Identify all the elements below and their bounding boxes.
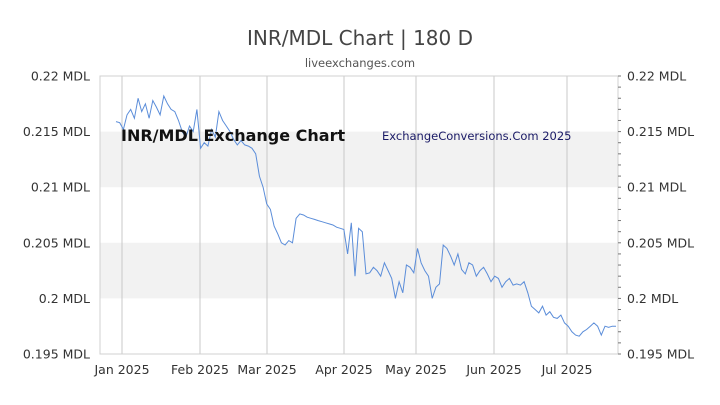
y-tick-label-right: 0.215 MDL <box>627 124 694 139</box>
x-tick-label: Apr 2025 <box>315 362 372 377</box>
y-tick-label-right: 0.2 MDL <box>627 291 678 306</box>
chart-watermark: ExchangeConversions.Com 2025 <box>382 129 572 143</box>
y-tick-label-left: 0.22 MDL <box>31 69 90 84</box>
y-axis-right: 0.22 MDL 0.215 MDL 0.21 MDL 0.205 MDL 0.2 MD… <box>618 69 694 362</box>
x-tick-label: Mar 2025 <box>237 362 296 377</box>
plot-border <box>99 75 619 355</box>
y-tick-label-left: 0.215 MDL <box>23 124 90 139</box>
x-tick-label: Feb 2025 <box>171 362 229 377</box>
chart-overlay-title: INR/MDL Exchange Chart <box>121 126 345 145</box>
y-tick-label-left: 0.21 MDL <box>31 180 90 195</box>
y-axis-left: 0.22 MDL 0.215 MDL 0.21 MDL 0.205 MDL 0.2 MD… <box>23 69 90 362</box>
x-tick-label: Jan 2025 <box>93 362 149 377</box>
x-tick-label: Jun 2025 <box>465 362 521 377</box>
background-band <box>100 242 618 299</box>
chart-title: INR/MDL Chart | 180 D <box>247 26 473 50</box>
x-tick-label: Jul 2025 <box>541 362 593 377</box>
background-band <box>100 131 618 188</box>
x-tick-label: May 2025 <box>385 362 447 377</box>
y-tick-label-left: 0.205 MDL <box>23 235 90 250</box>
grid-lines <box>121 76 568 354</box>
x-axis: Jan 2025 Feb 2025 Mar 2025 Apr 2025 May 2025… <box>93 362 592 377</box>
y-tick-label-left: 0.2 MDL <box>39 291 90 306</box>
alternating-bands <box>100 131 618 299</box>
y-tick-label-right: 0.195 MDL <box>627 347 694 362</box>
y-tick-label-right: 0.205 MDL <box>627 235 694 250</box>
chart-subtitle: liveexchanges.com <box>304 56 416 70</box>
series-line <box>115 94 616 337</box>
y-tick-label-left: 0.195 MDL <box>23 347 90 362</box>
y-tick-label-right: 0.21 MDL <box>627 180 686 195</box>
y-tick-label-right: 0.22 MDL <box>627 69 686 84</box>
